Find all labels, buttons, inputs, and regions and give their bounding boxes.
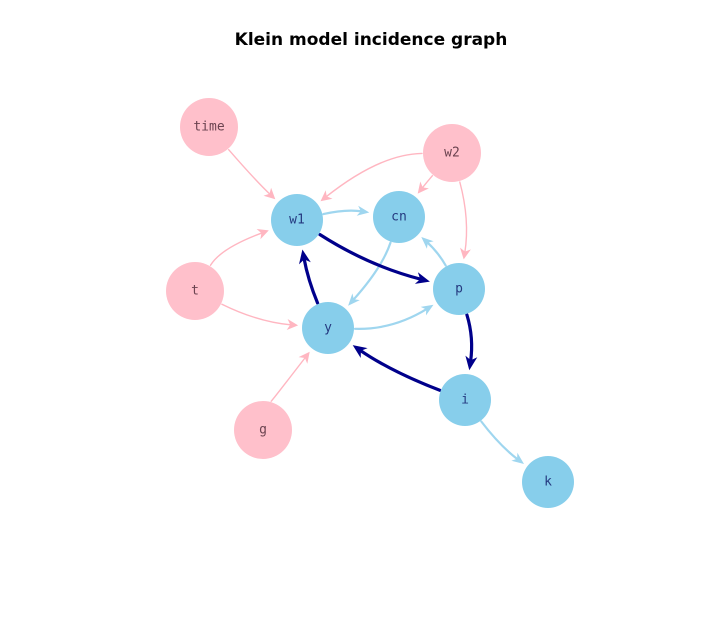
edge-w2-w1: [324, 152, 423, 198]
node-label-i: i: [461, 393, 469, 408]
arrowhead-g-y-icon: [298, 351, 310, 364]
node-t: [166, 262, 224, 320]
node-cn: [373, 191, 425, 243]
edge-time-w1: [228, 149, 272, 196]
edge-w2-p: [459, 181, 468, 254]
node-w1: [271, 194, 323, 246]
node-label-w1: w1: [289, 213, 305, 228]
edge-p-cn: [425, 240, 447, 267]
arrowhead-p-cn-icon: [421, 237, 434, 249]
edge-w1-cn: [322, 209, 364, 216]
edge-g-y: [270, 356, 307, 402]
arrowhead-t-w1-icon: [256, 229, 269, 240]
node-w2: [423, 124, 481, 182]
node-p: [433, 263, 485, 315]
edge-t-y: [221, 303, 293, 326]
arrowhead-w2-p-icon: [460, 247, 471, 260]
arrowhead-w1-cn-icon: [356, 205, 370, 216]
plot-title: Klein model incidence graph: [234, 30, 508, 50]
arrowhead-p-i-icon: [465, 355, 478, 371]
node-label-g: g: [259, 423, 267, 438]
node-label-y: y: [324, 321, 332, 336]
arrowhead-i-k-icon: [511, 452, 524, 464]
arrowhead-time-w1-icon: [263, 187, 276, 200]
node-label-t: t: [191, 284, 199, 299]
node-label-w2: w2: [444, 146, 460, 161]
edge-t-w1: [209, 232, 264, 266]
arrowhead-y-w1-icon: [299, 249, 311, 265]
node-label-p: p: [455, 282, 463, 297]
node-label-k: k: [544, 475, 552, 490]
edge-w1-p: [318, 232, 424, 282]
node-g: [234, 401, 292, 459]
edge-i-k: [480, 420, 520, 461]
arrowhead-w2-cn-icon: [417, 181, 429, 194]
edge-y-p: [353, 307, 429, 330]
edge-i-y: [358, 348, 442, 392]
node-time: [180, 98, 238, 156]
node-y: [302, 302, 354, 354]
arrowhead-w1-p-icon: [414, 272, 430, 284]
edge-p-i: [465, 313, 474, 364]
edge-cn-y: [351, 241, 392, 302]
arrowhead-t-y-icon: [286, 319, 299, 330]
arrowhead-i-y-icon: [352, 345, 368, 358]
arrowhead-w2-w1-icon: [320, 190, 333, 202]
arrowhead-y-p-icon: [420, 304, 434, 316]
node-i: [439, 374, 491, 426]
edge-w2-cn: [421, 175, 434, 190]
node-label-time: time: [193, 120, 224, 135]
arrowhead-cn-y-icon: [348, 293, 360, 306]
node-k: [522, 456, 574, 508]
edge-y-w1: [302, 256, 320, 305]
node-label-cn: cn: [391, 210, 407, 225]
